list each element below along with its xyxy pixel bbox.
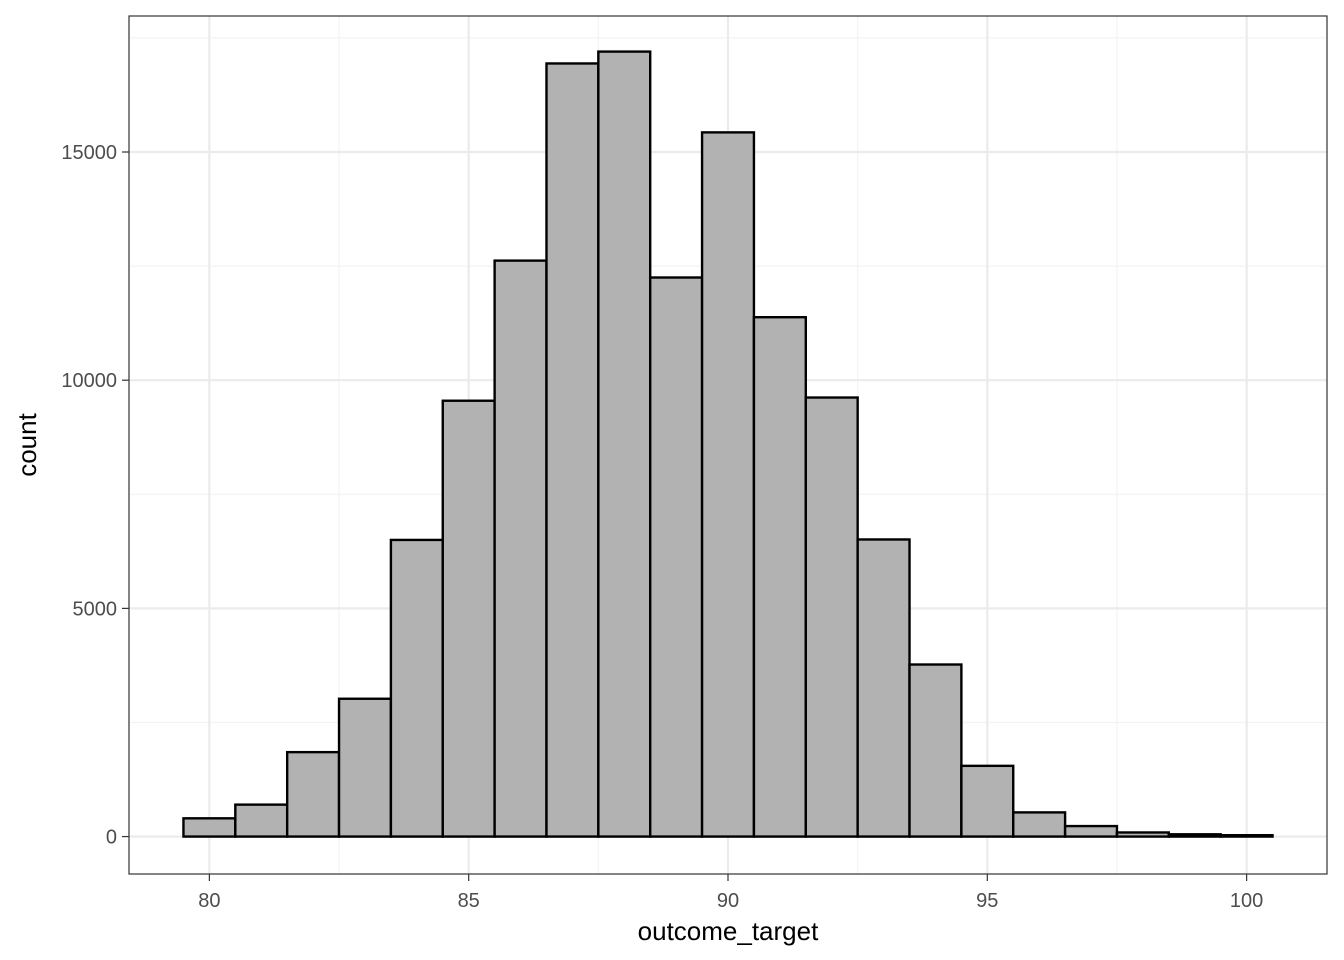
histogram-bar xyxy=(856,538,911,838)
histogram-bar xyxy=(752,316,807,838)
histogram-bar xyxy=(960,764,1015,838)
histogram-bar xyxy=(908,663,963,838)
histogram-bars xyxy=(182,50,1274,838)
histogram-bar xyxy=(182,817,237,838)
histogram-bar xyxy=(285,750,341,838)
histogram-bar xyxy=(1167,833,1222,838)
histogram-bar xyxy=(441,399,496,838)
histogram-bar xyxy=(700,131,756,838)
x-tick-label: 100 xyxy=(1230,890,1263,912)
x-tick-label: 95 xyxy=(976,890,998,912)
x-axis-title: outcome_target xyxy=(638,916,819,946)
histogram-bar xyxy=(1115,831,1171,838)
histogram-bar xyxy=(597,50,652,838)
histogram-bar xyxy=(1219,834,1274,838)
y-axis-title: count xyxy=(12,412,42,476)
histogram-bar xyxy=(804,396,859,838)
y-axis: 0 5000 10000 15000 xyxy=(61,142,129,849)
histogram-bar xyxy=(1063,824,1119,838)
x-tick-label: 80 xyxy=(198,890,220,912)
y-tick-label: 15000 xyxy=(61,142,117,164)
histogram-bar xyxy=(545,62,600,838)
x-axis: 80 85 90 95 100 xyxy=(198,874,1263,912)
histogram-bar xyxy=(1012,811,1067,838)
histogram-bar xyxy=(493,259,548,838)
x-tick-label: 85 xyxy=(458,890,480,912)
y-tick-label: 10000 xyxy=(61,370,117,392)
y-tick-label: 0 xyxy=(106,827,117,849)
x-tick-label: 90 xyxy=(717,890,739,912)
y-tick-label: 5000 xyxy=(73,598,118,620)
histogram-bar xyxy=(337,697,393,838)
histogram-bar xyxy=(649,276,704,838)
histogram-bar xyxy=(234,803,289,838)
histogram-bar xyxy=(389,538,444,838)
